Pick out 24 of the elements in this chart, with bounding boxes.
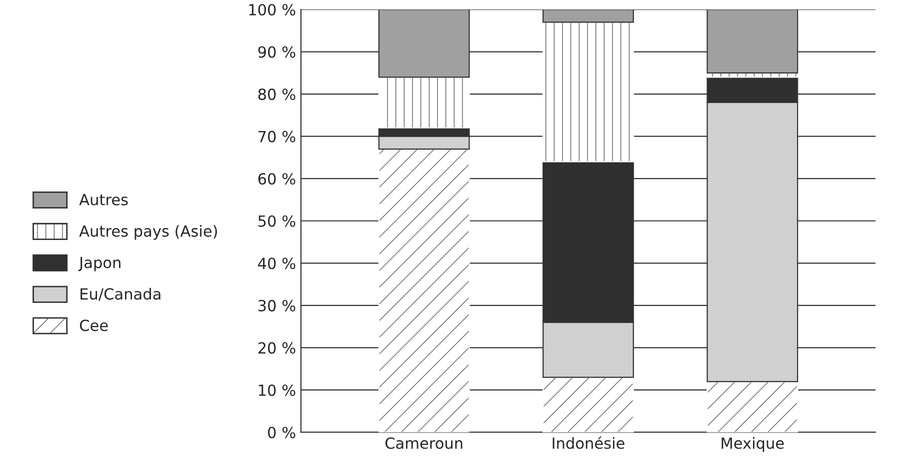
bar bbox=[378, 76, 470, 128]
legend-label: Autres pays (Asie) bbox=[79, 225, 217, 240]
y-tick-label: 0 % bbox=[268, 426, 296, 438]
y-tick-label: 100 % bbox=[249, 4, 296, 16]
y-tick-label: 90 % bbox=[258, 46, 296, 58]
x-tick-label: Cameroun bbox=[385, 437, 462, 449]
y-tick-label: 20 % bbox=[258, 342, 296, 354]
bar bbox=[706, 380, 798, 432]
x-tick-label: Mexique bbox=[722, 437, 784, 452]
y-tick-label: 30 % bbox=[258, 300, 296, 312]
bar bbox=[542, 22, 634, 162]
y-tick-label: 50 % bbox=[258, 215, 296, 227]
y-tick-label: 10 % bbox=[258, 384, 296, 396]
x-tick-label: Indonésie bbox=[552, 436, 624, 449]
y-tick-label: 40 % bbox=[258, 258, 296, 270]
y-tick-label: 60 % bbox=[258, 173, 296, 185]
legend-label: Eu/Canada bbox=[80, 288, 160, 301]
y-tick-label: 80 % bbox=[258, 88, 296, 100]
bar bbox=[378, 148, 470, 432]
bar bbox=[542, 376, 634, 432]
y-tick-label: 70 % bbox=[258, 130, 296, 142]
legend-label: Japon bbox=[78, 256, 120, 272]
legend-label: Cee bbox=[80, 320, 108, 332]
legend-label: Autres bbox=[79, 194, 128, 206]
